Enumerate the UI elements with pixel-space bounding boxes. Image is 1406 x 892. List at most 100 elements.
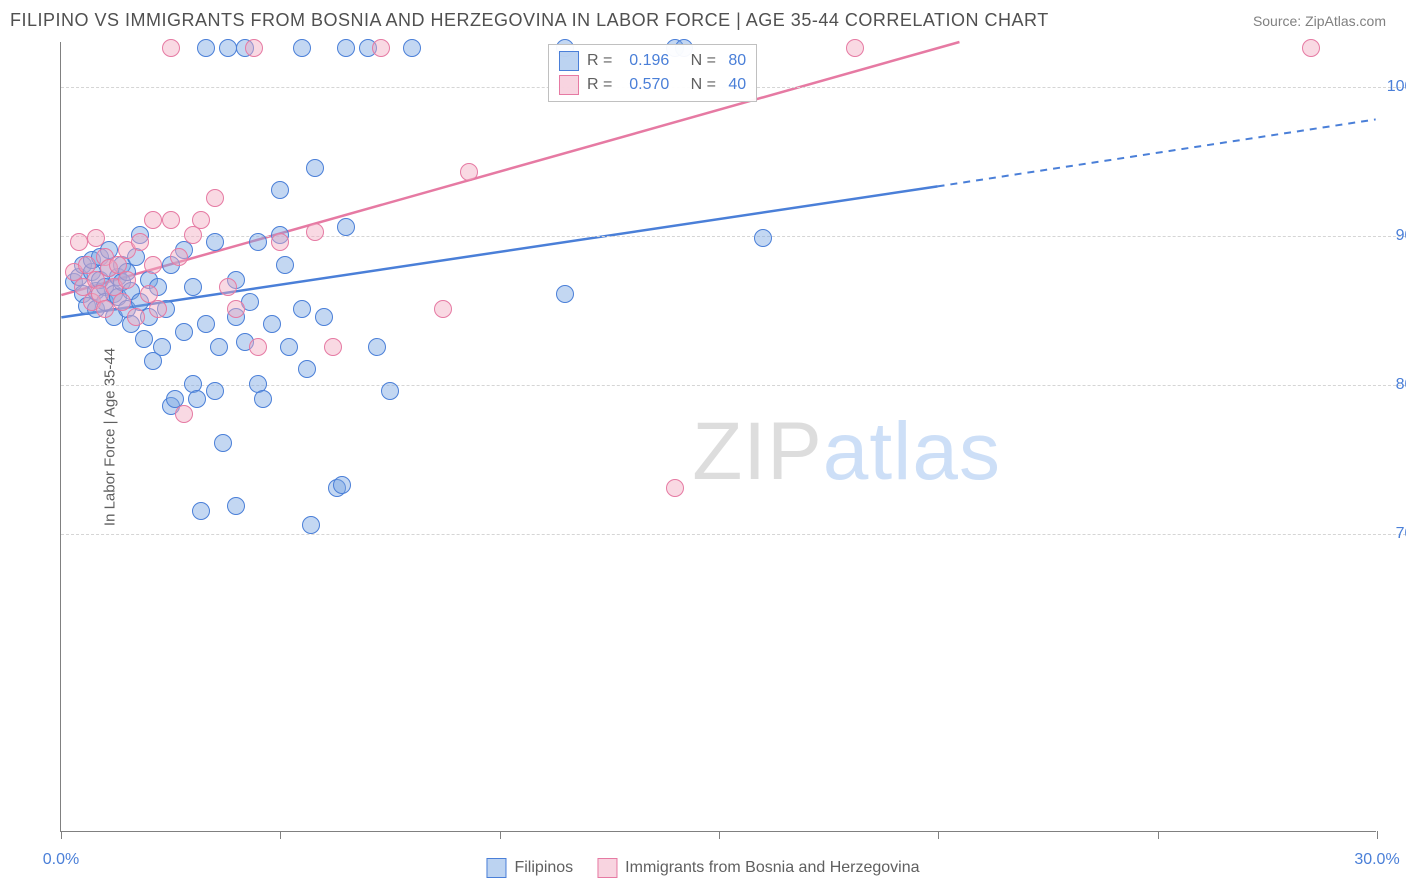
x-tick-label: 0.0% <box>43 851 79 869</box>
legend-r-value: 0.196 <box>629 52 669 70</box>
data-point <box>206 189 224 207</box>
data-point <box>337 218 355 236</box>
data-point <box>245 39 263 57</box>
y-tick-label: 100.0% <box>1387 78 1406 96</box>
data-point <box>113 293 131 311</box>
data-point <box>298 360 316 378</box>
data-point <box>302 516 320 534</box>
stats-legend: R = 0.196 N = 80R = 0.570 N = 40 <box>548 44 757 102</box>
x-tick-minor <box>938 831 939 839</box>
data-point <box>556 285 574 303</box>
data-point <box>372 39 390 57</box>
legend-r-value: 0.570 <box>629 76 669 94</box>
x-tick-label: 30.0% <box>1354 851 1399 869</box>
legend-item: Filipinos <box>486 858 573 878</box>
y-tick-label: 70.0% <box>1396 525 1406 543</box>
data-point <box>175 405 193 423</box>
data-point <box>135 330 153 348</box>
trend-lines <box>61 42 1376 831</box>
legend-n-value: 80 <box>728 52 746 70</box>
x-tick <box>1377 831 1378 839</box>
x-tick-minor <box>500 831 501 839</box>
data-point <box>271 233 289 251</box>
data-point <box>276 256 294 274</box>
legend-n-label: N = <box>677 76 720 94</box>
data-point <box>188 390 206 408</box>
data-point <box>144 211 162 229</box>
data-point <box>206 233 224 251</box>
data-point <box>324 338 342 356</box>
data-point <box>337 39 355 57</box>
plot-region: In Labor Force | Age 35-44 ZIPatlas 70.0… <box>60 42 1376 832</box>
data-point <box>192 211 210 229</box>
data-point <box>263 315 281 333</box>
data-point <box>214 434 232 452</box>
data-point <box>403 39 421 57</box>
data-point <box>754 229 772 247</box>
data-point <box>206 382 224 400</box>
gridline <box>61 534 1406 535</box>
data-point <box>70 233 88 251</box>
stats-legend-row: R = 0.570 N = 40 <box>559 73 746 97</box>
data-point <box>271 181 289 199</box>
data-point <box>219 39 237 57</box>
data-point <box>227 497 245 515</box>
data-point <box>131 233 149 251</box>
chart-title: FILIPINO VS IMMIGRANTS FROM BOSNIA AND H… <box>10 10 1049 31</box>
series-legend: Filipinos Immigrants from Bosnia and Herz… <box>486 858 919 878</box>
watermark: ZIPatlas <box>692 405 1001 499</box>
x-tick-minor <box>1158 831 1159 839</box>
data-point <box>333 476 351 494</box>
legend-n-label: N = <box>677 52 720 70</box>
data-point <box>144 256 162 274</box>
data-point <box>149 300 167 318</box>
data-point <box>460 163 478 181</box>
data-point <box>87 229 105 247</box>
data-point <box>197 315 215 333</box>
data-point <box>219 278 237 296</box>
trend-line-dashed <box>938 119 1376 186</box>
legend-r-label: R = <box>587 76 621 94</box>
legend-n-value: 40 <box>728 76 746 94</box>
data-point <box>249 338 267 356</box>
data-point <box>280 338 298 356</box>
legend-label: Filipinos <box>514 859 573 877</box>
data-point <box>249 233 267 251</box>
data-point <box>153 338 171 356</box>
trend-line <box>61 42 959 295</box>
data-point <box>127 308 145 326</box>
data-point <box>306 159 324 177</box>
data-point <box>666 479 684 497</box>
data-point <box>96 300 114 318</box>
legend-swatch <box>559 75 579 95</box>
data-point <box>306 223 324 241</box>
legend-label: Immigrants from Bosnia and Herzegovina <box>625 859 919 877</box>
data-point <box>118 271 136 289</box>
data-point <box>192 502 210 520</box>
data-point <box>293 300 311 318</box>
legend-swatch <box>559 51 579 71</box>
source-label: Source: ZipAtlas.com <box>1253 13 1386 29</box>
stats-legend-row: R = 0.196 N = 80 <box>559 49 746 73</box>
data-point <box>227 300 245 318</box>
legend-r-label: R = <box>587 52 621 70</box>
y-tick-label: 80.0% <box>1396 376 1406 394</box>
legend-swatch <box>486 858 506 878</box>
data-point <box>197 39 215 57</box>
data-point <box>162 211 180 229</box>
legend-item: Immigrants from Bosnia and Herzegovina <box>597 858 919 878</box>
x-tick <box>61 831 62 839</box>
data-point <box>170 248 188 266</box>
data-point <box>1302 39 1320 57</box>
data-point <box>162 39 180 57</box>
y-axis-title: In Labor Force | Age 35-44 <box>102 347 119 525</box>
data-point <box>184 278 202 296</box>
data-point <box>315 308 333 326</box>
legend-swatch <box>597 858 617 878</box>
trend-line <box>61 186 937 317</box>
data-point <box>368 338 386 356</box>
data-point <box>175 323 193 341</box>
y-tick-label: 90.0% <box>1396 227 1406 245</box>
data-point <box>381 382 399 400</box>
x-tick-minor <box>719 831 720 839</box>
